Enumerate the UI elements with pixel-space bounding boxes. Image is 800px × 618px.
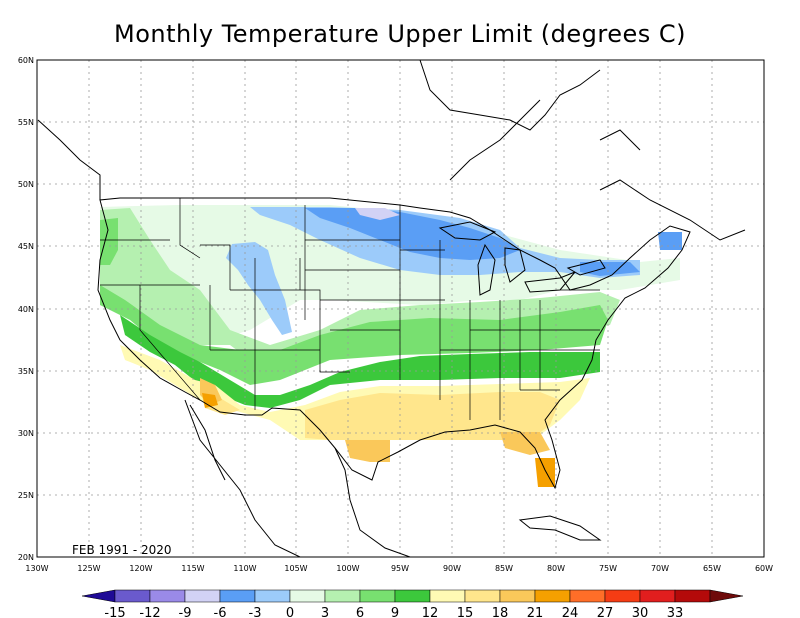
lon-label: 60W xyxy=(755,564,773,573)
colorbar-label: 30 xyxy=(632,606,649,618)
lat-labels: 60N 55N 50N 45N 40N 35N 30N 25N 20N xyxy=(18,56,34,562)
lon-label: 90W xyxy=(443,564,461,573)
colorbar-swatch xyxy=(394,589,431,603)
colorbar-swatch xyxy=(499,589,536,603)
colorbar-swatch xyxy=(569,589,606,603)
colorbar-swatch xyxy=(289,589,326,603)
band-neg9-neg6 xyxy=(355,208,400,220)
lon-label: 105W xyxy=(284,564,307,573)
colorbar-label: -3 xyxy=(249,606,262,618)
lat-label: 55N xyxy=(18,118,34,127)
colorbar-label: 12 xyxy=(422,606,439,618)
colorbar-label: 0 xyxy=(286,606,294,618)
lat-label: 30N xyxy=(18,429,34,438)
colorbar-label: 33 xyxy=(667,606,684,618)
band-neg3-0 xyxy=(226,207,640,335)
grid-lines xyxy=(37,60,764,557)
lon-label: 95W xyxy=(391,564,409,573)
colorbar-low-arrow xyxy=(81,589,116,603)
colorbar-label: 3 xyxy=(321,606,329,618)
coastlines xyxy=(37,60,746,557)
lon-label: 100W xyxy=(336,564,359,573)
lon-label: 115W xyxy=(181,564,204,573)
colorbar-swatch xyxy=(254,589,291,603)
lon-label: 130W xyxy=(25,564,48,573)
great-lakes xyxy=(438,221,606,296)
colorbar-label: -9 xyxy=(179,606,192,618)
colorbar-label: -15 xyxy=(104,606,125,618)
colorbar-swatch xyxy=(429,589,466,603)
colorbar-label: 21 xyxy=(527,606,544,618)
lon-label: 65W xyxy=(703,564,721,573)
lon-label: 125W xyxy=(77,564,100,573)
lon-label: 80W xyxy=(547,564,565,573)
lon-label: 110W xyxy=(233,564,256,573)
colorbar-swatch xyxy=(464,589,501,603)
colorbar-swatch xyxy=(639,589,676,603)
axis-frame xyxy=(36,59,765,558)
colorbar-label: 27 xyxy=(597,606,614,618)
colorbar-swatch xyxy=(114,589,151,603)
period-label: FEB 1991 - 2020 xyxy=(72,543,172,557)
lat-label: 20N xyxy=(18,553,34,562)
band-neg6-neg3 xyxy=(305,208,682,276)
colorbar-label: 9 xyxy=(391,606,399,618)
colorbar-swatch xyxy=(674,589,711,603)
state-boundaries xyxy=(100,198,600,420)
lon-label: 85W xyxy=(495,564,513,573)
colorbar-label: 24 xyxy=(562,606,579,618)
lat-label: 35N xyxy=(18,367,34,376)
lon-labels: 130W 125W 120W 115W 110W 105W 100W 95W 9… xyxy=(25,564,773,573)
lon-label: 120W xyxy=(129,564,152,573)
lat-label: 45N xyxy=(18,242,34,251)
lon-label: 75W xyxy=(599,564,617,573)
colorbar-swatch xyxy=(149,589,186,603)
band-18-21 xyxy=(200,378,550,462)
colorbar-label: 18 xyxy=(492,606,509,618)
lat-label: 25N xyxy=(18,491,34,500)
lat-label: 40N xyxy=(18,305,34,314)
colorbar-swatch xyxy=(219,589,256,603)
band-6-9-west xyxy=(100,218,608,385)
colorbar-swatch xyxy=(534,589,571,603)
colorbar-swatch xyxy=(359,589,396,603)
lon-label: 70W xyxy=(651,564,669,573)
colorbar: -15 -12 -9 -6 -3 0 3 6 9 12 15 18 21 24 27 30 33 xyxy=(81,589,744,618)
colorbar-swatch xyxy=(324,589,361,603)
colorbar-swatch xyxy=(604,589,641,603)
hudson-bay xyxy=(419,60,601,131)
map-title: Monthly Temperature Upper Limit (degrees… xyxy=(113,20,687,48)
canada-coast xyxy=(37,99,746,241)
lat-label: 50N xyxy=(18,180,34,189)
lat-label: 60N xyxy=(18,56,34,65)
mexico-outline xyxy=(184,399,411,557)
colorbar-label: -6 xyxy=(214,606,227,618)
colorbar-label: -12 xyxy=(139,606,160,618)
colorbar-label: 6 xyxy=(356,606,364,618)
cuba-outline xyxy=(518,515,602,541)
colorbar-high-arrow xyxy=(709,589,744,603)
colorbar-label: 15 xyxy=(457,606,474,618)
colorbar-swatch xyxy=(184,589,221,603)
